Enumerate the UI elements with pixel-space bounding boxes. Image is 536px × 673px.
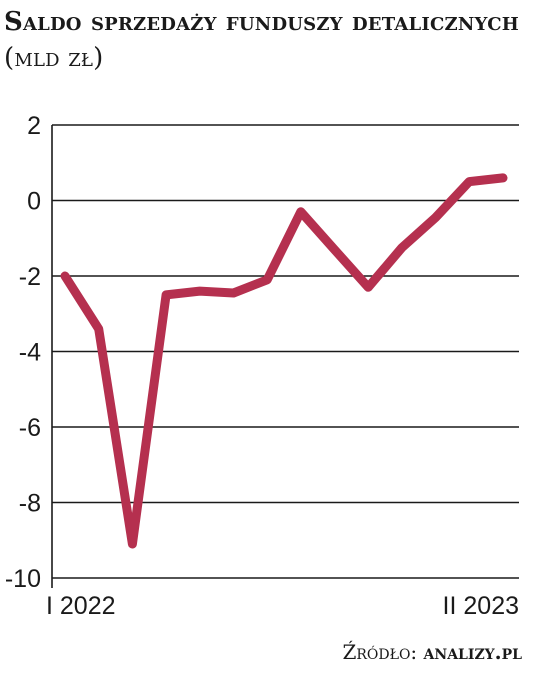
y-tick-label: -6 bbox=[19, 414, 41, 442]
gridlines bbox=[52, 124, 519, 579]
source-value: analizy.pl bbox=[423, 640, 522, 664]
source-note: Źródło: analizy.pl bbox=[342, 640, 522, 664]
y-tick-label: 0 bbox=[27, 188, 41, 216]
y-tick-label: -10 bbox=[5, 565, 41, 593]
series bbox=[60, 173, 508, 549]
chart-title: Saldo sprzedaży funduszy detalicznych (m… bbox=[4, 4, 534, 76]
x-tick-label-first: I 2022 bbox=[46, 592, 116, 620]
y-tick-label: -2 bbox=[19, 263, 41, 291]
x-tick-label-last: II 2023 bbox=[443, 592, 519, 620]
x-tick-labels: I 2022 II 2023 bbox=[46, 592, 519, 620]
y-tick-label: 2 bbox=[27, 112, 41, 140]
chart-title-text: Saldo sprzedaży funduszy detalicznych bbox=[4, 7, 519, 37]
y-tick-label: -4 bbox=[19, 339, 41, 367]
chart-unit: (mld zł) bbox=[4, 43, 104, 73]
y-tick-labels: 2 0 -2 -4 -6 -8 -10 bbox=[5, 112, 41, 593]
series-line-0 bbox=[60, 173, 508, 549]
source-label: Źródło: bbox=[342, 640, 418, 664]
y-tick-label: -8 bbox=[19, 490, 41, 518]
